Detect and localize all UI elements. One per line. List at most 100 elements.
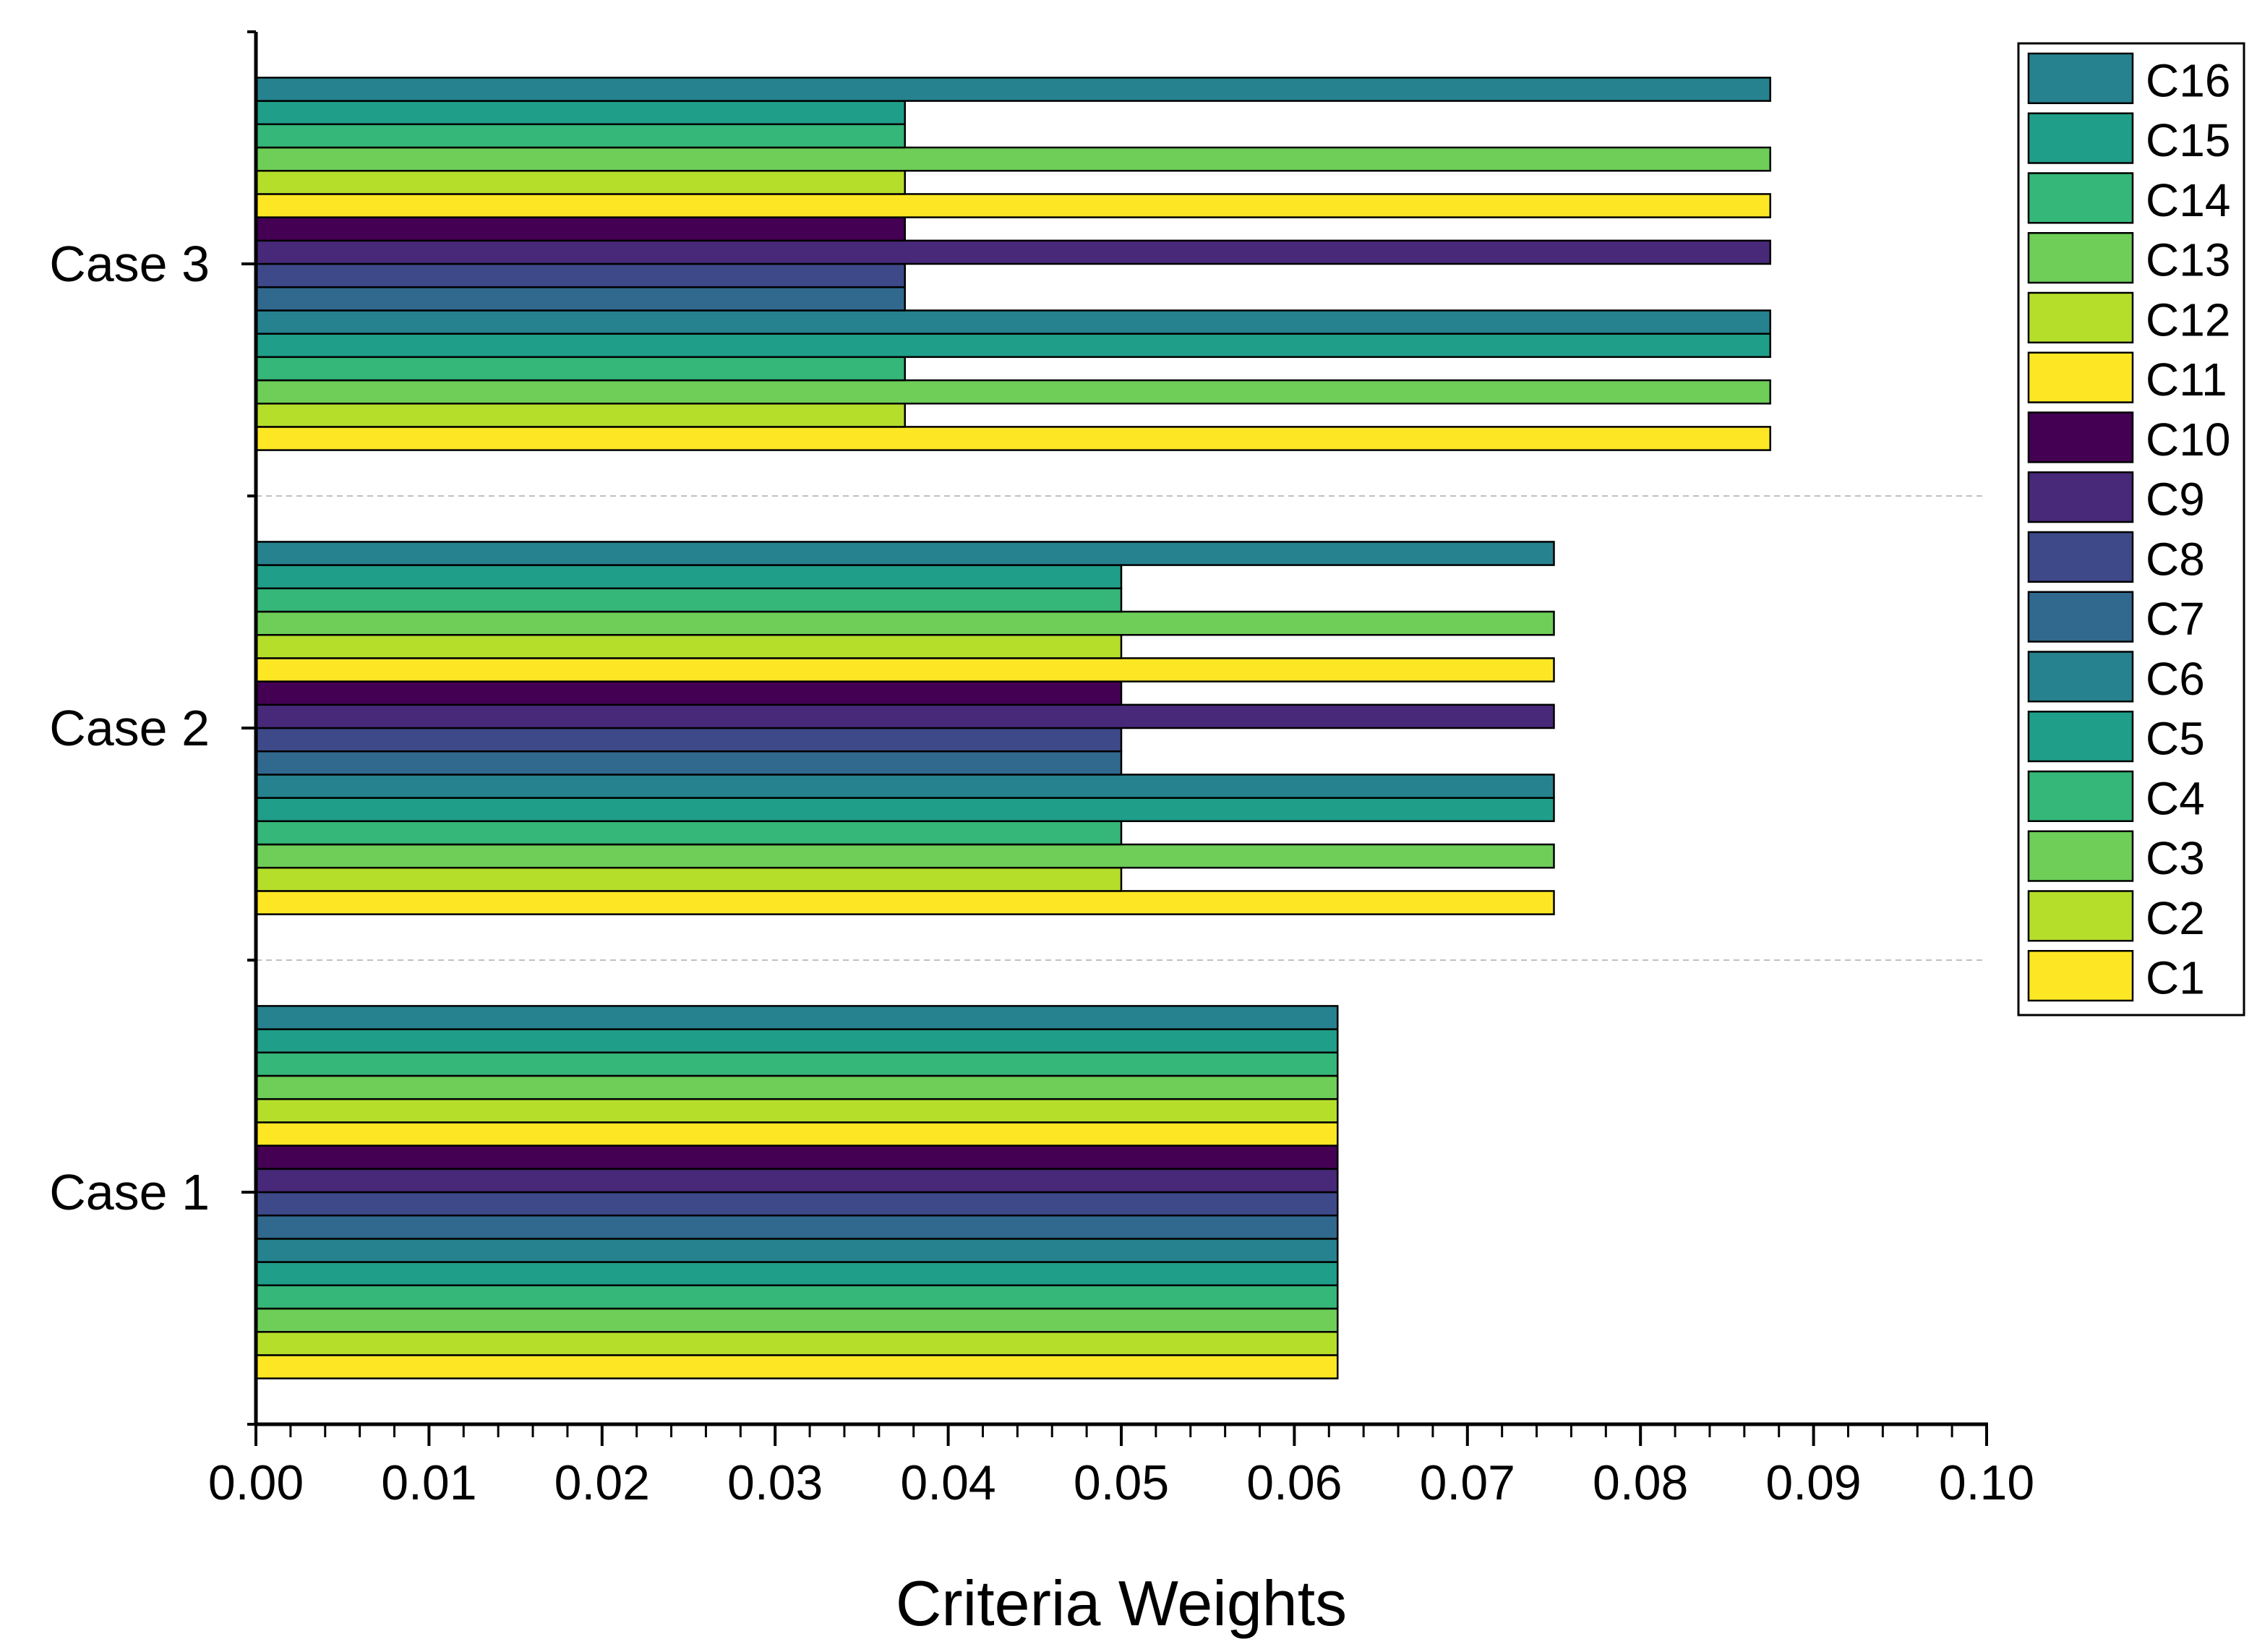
x-tick-label: 0.00 [208, 1455, 304, 1510]
bar-case-2-c8 [254, 727, 1123, 753]
bar-case-1-c3 [254, 1307, 1339, 1333]
category-label: Case 3 [49, 236, 210, 292]
legend-swatch-c5 [2027, 711, 2134, 763]
legend-label-c13: C13 [2146, 234, 2230, 286]
bar-case-3-c14 [254, 123, 906, 149]
bar-case-2-c13 [254, 610, 1555, 636]
x-tick-label: 0.10 [1939, 1455, 2034, 1510]
legend-label-c8: C8 [2146, 533, 2205, 585]
bar-case-3-c4 [254, 356, 906, 382]
category-label: Case 1 [49, 1164, 210, 1220]
legend-swatch-c11 [2027, 351, 2134, 403]
bar-case-2-c4 [254, 820, 1123, 846]
legend-label-c1: C1 [2146, 952, 2205, 1004]
bar-case-2-c6 [254, 774, 1555, 799]
bar-case-1-c4 [254, 1284, 1339, 1310]
x-tick-label: 0.02 [554, 1455, 650, 1510]
x-tick-label: 0.01 [381, 1455, 476, 1510]
bar-case-2-c14 [254, 587, 1123, 613]
bar-case-1-c2 [254, 1330, 1339, 1356]
legend-swatch-c12 [2027, 291, 2134, 343]
bar-case-2-c11 [254, 657, 1555, 682]
bars [254, 77, 1771, 1379]
bar-case-1-c6 [254, 1238, 1339, 1263]
legend-label-c16: C16 [2146, 54, 2230, 106]
x-axis-title: Criteria Weights [896, 1567, 1347, 1639]
bar-case-1-c5 [254, 1261, 1339, 1287]
bar-case-3-c16 [254, 77, 1771, 102]
bar-case-2-c1 [254, 890, 1555, 915]
bar-case-2-c16 [254, 541, 1555, 566]
x-tick-label: 0.08 [1593, 1455, 1688, 1510]
category-label: Case 2 [49, 700, 210, 756]
bar-case-2-c10 [254, 680, 1123, 706]
bar-case-3-c2 [254, 402, 906, 428]
bar-case-3-c5 [254, 333, 1771, 359]
legend-label-c4: C4 [2146, 772, 2205, 824]
legend-label-c9: C9 [2146, 474, 2205, 526]
x-tick-label: 0.09 [1765, 1455, 1861, 1510]
x-tick-label: 0.05 [1074, 1455, 1169, 1510]
bar-case-1-c8 [254, 1191, 1339, 1217]
legend-label-c11: C11 [2146, 354, 2227, 406]
x-tick-label: 0.06 [1246, 1455, 1342, 1510]
legend-swatch-c14 [2027, 172, 2134, 224]
legend-swatch-c16 [2027, 52, 2134, 104]
category-labels: Case 1 Case 2 Case 3 [49, 236, 210, 1220]
group-separators [256, 495, 1987, 961]
bar-case-1-c11 [254, 1121, 1339, 1147]
legend-swatch-c15 [2027, 112, 2134, 164]
bar-case-2-c3 [254, 843, 1555, 869]
legend-swatch-c3 [2027, 830, 2134, 882]
bar-case-2-c12 [254, 633, 1123, 659]
legend-swatch-c2 [2027, 890, 2134, 942]
bar-case-1-c10 [254, 1144, 1339, 1170]
bar-case-3-c13 [254, 146, 1771, 172]
bar-case-3-c7 [254, 286, 906, 312]
legend-swatch-c9 [2027, 471, 2134, 523]
bar-case-3-c3 [254, 379, 1771, 405]
x-ticks: 0.00 0.01 0.02 0.03 0.04 0.05 0.06 0.07 0.08 0.09… [208, 1424, 2034, 1510]
x-tick-label: 0.03 [727, 1455, 823, 1510]
bar-case-1-c13 [254, 1074, 1339, 1100]
bar-case-2-c15 [254, 564, 1123, 590]
bar-case-3-c8 [254, 262, 906, 288]
bar-case-1-c15 [254, 1028, 1339, 1054]
legend-label-c14: C14 [2146, 174, 2230, 226]
legend-swatch-c8 [2027, 531, 2134, 583]
bar-case-1-c16 [254, 1005, 1339, 1030]
bar-case-1-c7 [254, 1214, 1339, 1240]
legend-label-c6: C6 [2146, 653, 2205, 705]
bar-case-2-c9 [254, 703, 1555, 729]
legend-swatch-c4 [2027, 770, 2134, 822]
x-tick-label: 0.07 [1420, 1455, 1515, 1510]
bar-case-1-c14 [254, 1051, 1339, 1077]
bar-case-1-c9 [254, 1168, 1339, 1194]
legend-swatch-c1 [2027, 950, 2134, 1002]
legend-label-c2: C2 [2146, 892, 2205, 944]
legend-swatch-c7 [2027, 591, 2134, 643]
bar-case-3-c9 [254, 239, 1771, 265]
bar-case-3-c1 [254, 426, 1771, 451]
legend-label-c12: C12 [2146, 294, 2230, 346]
x-tick-label: 0.04 [900, 1455, 995, 1510]
bar-case-3-c6 [254, 309, 1771, 335]
legend-swatch-c13 [2027, 232, 2134, 284]
legend-label-c3: C3 [2146, 832, 2205, 884]
bar-case-1-c12 [254, 1097, 1339, 1124]
bar-case-3-c15 [254, 100, 906, 126]
legend-label-c7: C7 [2146, 593, 2205, 645]
bar-case-2-c5 [254, 797, 1555, 823]
bar-case-2-c7 [254, 750, 1123, 776]
legend-label-c15: C15 [2146, 114, 2230, 166]
legend: C16 C15 C14 C13 C12 C11 C10 C9 C8 C7 C6 C5 C4 C3 C2 C1 [2017, 42, 2245, 1017]
legend-swatch-c10 [2027, 411, 2134, 463]
legend-label-c5: C5 [2146, 713, 2205, 765]
bar-case-3-c10 [254, 216, 906, 242]
legend-swatch-c6 [2027, 651, 2134, 703]
bar-case-3-c11 [254, 193, 1771, 218]
bar-case-3-c12 [254, 169, 906, 195]
legend-label-c10: C10 [2146, 414, 2230, 466]
bar-case-2-c2 [254, 866, 1123, 892]
